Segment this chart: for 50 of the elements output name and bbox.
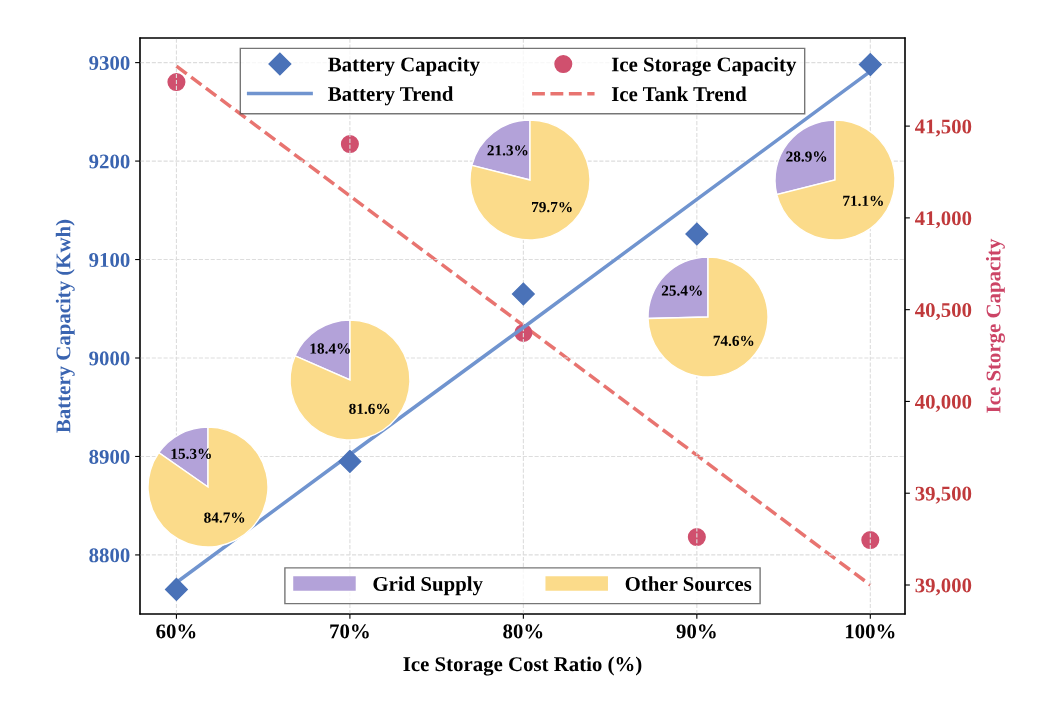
y-tick-label: 9000 <box>89 351 130 366</box>
y2-tick-label: 39,000 <box>915 578 972 596</box>
point <box>164 577 188 601</box>
x-tick-label: 90% <box>676 624 716 639</box>
data-label: 84.7% <box>204 512 245 523</box>
data-label: 15.3% <box>171 448 211 459</box>
y-tick-label: 8800 <box>89 548 130 563</box>
point <box>687 528 706 547</box>
y-tick-label: 9300 <box>89 55 130 71</box>
point <box>858 53 882 77</box>
pie-slice <box>776 119 896 241</box>
x-tick-label: 60% <box>156 624 196 639</box>
data-label: 28.9% <box>786 151 827 162</box>
pie-slice <box>289 319 411 441</box>
y2-tick-label: 40,000 <box>915 394 972 412</box>
data-label: 71.1% <box>843 195 883 207</box>
point <box>167 73 186 92</box>
pie-slice <box>469 119 591 241</box>
x-axis-title: Ice Storage Cost Ratio (%) <box>403 656 642 676</box>
x-tick-label: 70% <box>330 624 369 639</box>
point <box>511 282 535 306</box>
pie-slice <box>647 256 769 378</box>
data-label: 21.3% <box>487 145 528 156</box>
data-label: 74.6% <box>713 335 754 347</box>
legend-label: Grid Supply <box>373 576 483 596</box>
y2-axis-title: Ice Storge Capacity <box>985 238 1005 413</box>
y2-tick-label: 41,500 <box>915 119 972 137</box>
y2-tick-label: 39,500 <box>915 486 972 504</box>
legend-label: Ice Tank Trend <box>611 86 747 102</box>
data-label: 79.7% <box>532 201 572 213</box>
data-label: 18.4% <box>310 343 350 354</box>
point <box>338 449 362 473</box>
y-tick-label: 8900 <box>89 449 130 464</box>
x-tick-label: 80% <box>503 624 543 639</box>
y-axis-title: Battery Capacity (Kwh) <box>55 219 75 433</box>
point <box>685 222 709 246</box>
legend-label: Other Sources <box>625 576 752 592</box>
y-tick-label: 9100 <box>89 252 130 267</box>
pie-slice <box>147 426 269 548</box>
legend-label: Ice Storage Capacity <box>611 56 797 76</box>
x-tick-label: 100% <box>845 624 895 639</box>
point <box>340 135 359 154</box>
data-label: 25.4% <box>661 285 702 296</box>
y2-tick-label: 41,000 <box>915 211 972 229</box>
data-label: 81.6% <box>349 403 390 415</box>
y2-tick-label: 40,500 <box>915 303 972 321</box>
legend-label: Battery Trend <box>328 86 454 106</box>
point <box>861 530 880 550</box>
y-tick-label: 9200 <box>89 154 130 169</box>
legend-label: Battery Capacity <box>328 56 480 76</box>
